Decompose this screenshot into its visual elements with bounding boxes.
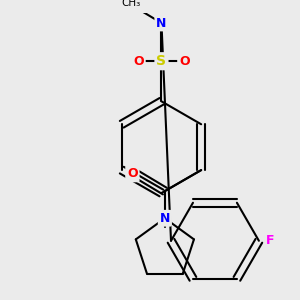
Text: O: O <box>133 55 144 68</box>
Text: CH₃: CH₃ <box>121 0 140 8</box>
Text: O: O <box>127 167 138 180</box>
Text: N: N <box>156 16 167 29</box>
Text: S: S <box>157 54 166 68</box>
Text: O: O <box>179 55 190 68</box>
Text: N: N <box>160 212 170 225</box>
Text: F: F <box>266 234 275 247</box>
